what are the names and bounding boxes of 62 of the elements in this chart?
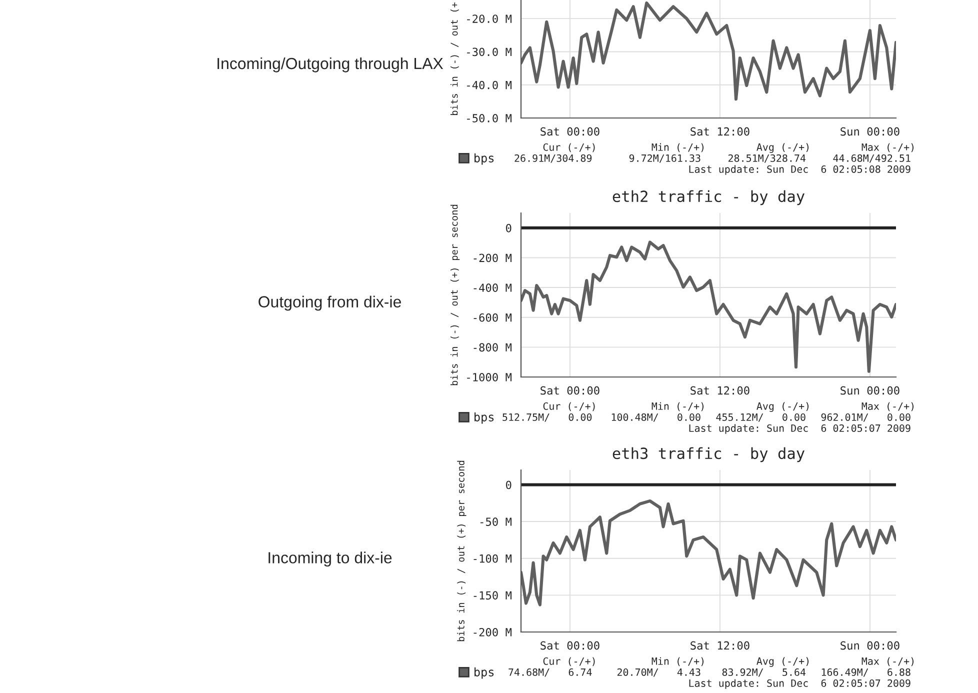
y-tick-label: -1000 M — [467, 373, 512, 382]
y-tick-label: -30.0 M — [467, 48, 512, 56]
text: Incoming to dix-ie — [268, 552, 392, 567]
x-tick-label: Sun 00:00 — [840, 386, 900, 395]
y-axis-title: bits in (-) / out (+ — [450, 2, 459, 115]
legend-label: bps — [474, 153, 494, 165]
text: 28.51M/328.74 — [728, 154, 806, 163]
y-tick-label: -40.0 M — [467, 80, 512, 90]
text: Incoming/Outgoing through LAX — [218, 57, 444, 72]
text: Outgoing from dix-ie — [258, 296, 401, 311]
x-tick-label: Sat 12:00 — [690, 641, 750, 650]
y-tick-label: -800 M — [474, 343, 512, 352]
text: Avg (-/+) — [756, 657, 809, 667]
text: Min (-/+) — [652, 402, 704, 412]
y-tick-label: -50 M — [480, 518, 512, 526]
text: Max (-/+) — [862, 402, 914, 412]
text: Cur (-/+) — [543, 143, 595, 152]
x-tick-label: Sat 00:00 — [540, 386, 600, 395]
x-tick-label: Sat 00:00 — [540, 127, 600, 136]
legend-label: bps — [474, 412, 494, 424]
text: Avg (-/+) — [756, 143, 809, 153]
y-tick-label: -100 M — [474, 554, 512, 563]
y-tick-label: -400 M — [474, 284, 512, 292]
text: Avg (-/+) — [756, 402, 809, 412]
x-tick-label: Sat 12:00 — [690, 386, 750, 395]
chart-title: eth3 traffic - by day — [612, 447, 804, 462]
text: 20.70M/ 4.43 — [617, 668, 700, 677]
text: Max (-/+) — [862, 143, 914, 152]
text: 26.91M/304.89 — [514, 154, 592, 163]
text: 962.01M/ 0.00 — [821, 413, 910, 422]
text: Last update: Sun Dec 6 02:05:07 2009 — [689, 679, 910, 689]
x-tick-label: Sat 12:00 — [690, 127, 750, 136]
y-tick-label: 0 — [506, 480, 512, 490]
y-tick-label: -200 M — [474, 628, 512, 636]
text: 44.68M/492.51 — [833, 154, 910, 163]
y-tick-label: 0 — [506, 224, 512, 232]
legend-label: bps — [474, 667, 494, 679]
text: 455.12M/ 0.00 — [716, 413, 806, 422]
text: 166.49M/ 6.88 — [822, 668, 910, 677]
text: 100.48M/ 0.00 — [612, 413, 700, 422]
text: Cur (-/+) — [543, 657, 595, 666]
text: Max (-/+) — [862, 657, 914, 666]
x-tick-label: Sun 00:00 — [840, 127, 900, 136]
y-tick-label: -600 M — [474, 313, 512, 322]
y-tick-label: -20.0 M — [467, 14, 512, 23]
chart-title: eth2 traffic - by day — [612, 190, 804, 206]
y-tick-label: -50.0 M — [467, 114, 512, 122]
text: 83.92M/ 5.64 — [722, 668, 806, 677]
text: Last update: Sun Dec 6 02:05:07 2009 — [689, 424, 910, 434]
text: Last update: Sun Dec 6 02:05:08 2009 — [689, 165, 910, 175]
x-tick-label: Sun 00:00 — [840, 641, 900, 650]
y-tick-label: -200 M — [474, 254, 512, 262]
text: 74.68M/ 6.74 — [508, 668, 592, 677]
text: 512.75M/ 0.00 — [502, 413, 592, 422]
y-tick-label: -150 M — [474, 591, 512, 600]
x-tick-label: Sat 00:00 — [540, 641, 600, 650]
text: Min (-/+) — [652, 657, 704, 666]
y-axis-title: bits in (-) / out (+) per second — [457, 460, 466, 642]
text: Cur (-/+) — [543, 402, 595, 412]
text: 9.72M/161.33 — [629, 154, 700, 163]
text: Min (-/+) — [652, 143, 704, 152]
y-axis-title: bits in (-) / out (+) per second — [450, 204, 460, 386]
